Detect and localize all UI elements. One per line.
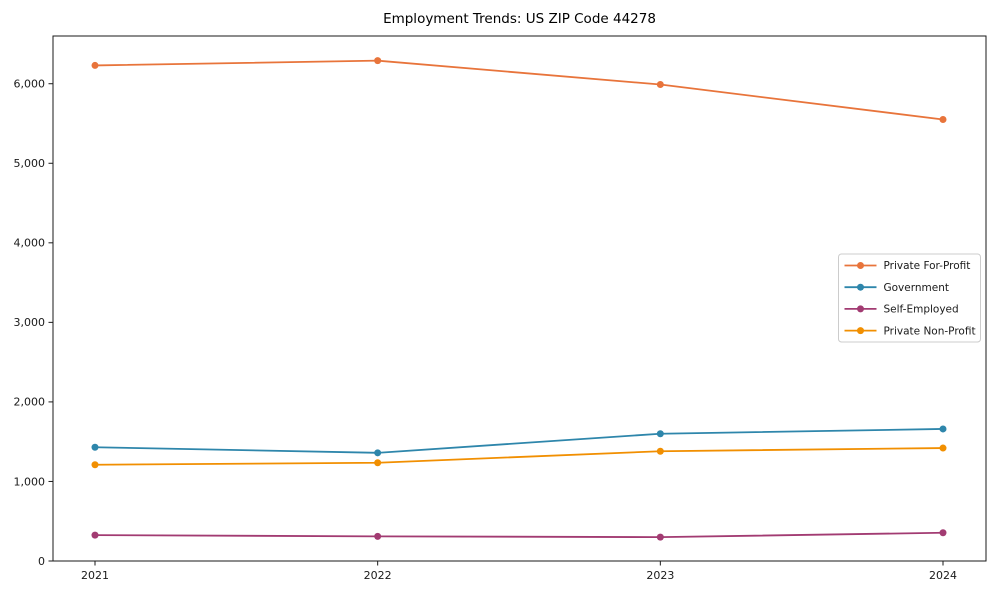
series-line-private-for-profit	[94, 59, 944, 121]
y-tick-label: 0	[38, 555, 45, 568]
x-tick-label: 2023	[646, 569, 674, 582]
legend: Private For-Profit Government Self-Employe…	[838, 253, 981, 343]
data-point-self-employed	[91, 531, 99, 539]
data-point-government	[374, 449, 382, 457]
data-point-private-non-profit	[939, 444, 947, 452]
x-tick-label: 2022	[364, 569, 392, 582]
legend-swatch-marker	[857, 327, 864, 335]
x-tick-label: 2024	[929, 569, 957, 582]
series-layer	[91, 57, 947, 541]
data-point-government	[656, 430, 664, 438]
legend-label: Private For-Profit	[884, 260, 971, 272]
legend-label: Private Non-Profit	[884, 325, 976, 337]
series-line-private-non-profit	[94, 447, 944, 466]
chart-title: Employment Trends: US ZIP Code 44278	[383, 11, 656, 27]
data-point-self-employed	[374, 532, 382, 540]
y-tick-label: 4,000	[14, 237, 46, 250]
data-point-private-non-profit	[374, 459, 382, 467]
data-point-private-for-profit	[656, 81, 664, 89]
y-tick-label: 1,000	[14, 475, 46, 488]
plot-border	[52, 35, 987, 562]
y-tick-label: 5,000	[14, 157, 46, 170]
legend-swatch-marker	[857, 305, 864, 313]
legend-label: Government	[884, 282, 949, 294]
legend-box	[838, 253, 981, 343]
data-point-private-for-profit	[374, 57, 382, 65]
y-tick-label: 2,000	[14, 396, 46, 409]
legend-swatch-marker	[857, 262, 864, 269]
data-point-private-non-profit	[91, 461, 99, 469]
data-point-private-for-profit	[91, 61, 99, 69]
data-point-government	[91, 443, 99, 451]
series-line-self-employed	[94, 531, 944, 539]
data-point-self-employed	[939, 529, 947, 537]
y-tick-label: 6,000	[14, 78, 46, 91]
data-point-government	[939, 425, 947, 433]
y-tick-label: 3,000	[14, 316, 46, 329]
data-point-self-employed	[656, 533, 664, 541]
x-tick-label: 2021	[81, 569, 109, 582]
series-line-government	[94, 428, 944, 454]
legend-swatch-marker	[857, 283, 864, 291]
legend-label: Self-Employed	[884, 304, 959, 316]
plot-area: 0 1,000 2,000 3,000 4,000 5,000 6,000 2021 2022 2…	[14, 35, 987, 582]
data-point-private-for-profit	[939, 116, 947, 124]
data-point-private-non-profit	[656, 447, 664, 455]
